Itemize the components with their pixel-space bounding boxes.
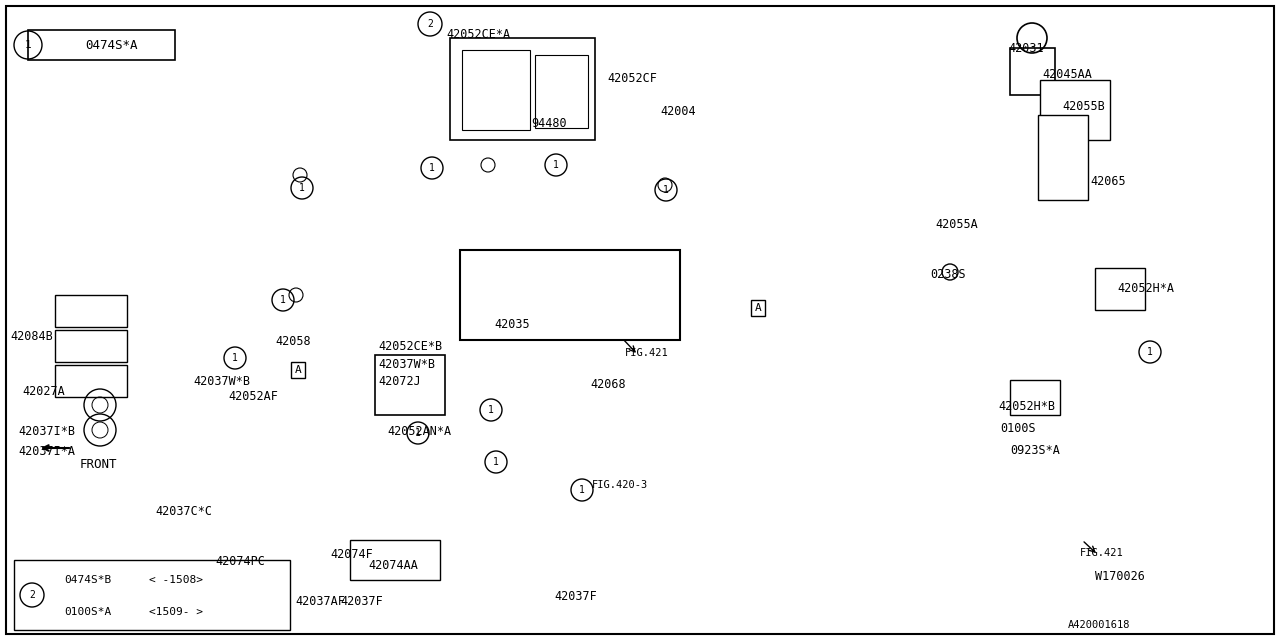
Text: A420001618: A420001618 [1068, 620, 1130, 630]
Text: 1: 1 [579, 485, 585, 495]
Text: 42037W*B: 42037W*B [378, 358, 435, 371]
Bar [375, 355, 445, 415]
Text: 1: 1 [280, 295, 285, 305]
Text: 42055B: 42055B [1062, 100, 1105, 113]
Text: 1: 1 [663, 185, 669, 195]
Text: 1: 1 [24, 40, 32, 50]
Text: W170026: W170026 [1094, 570, 1144, 583]
Text: FIG.420-3: FIG.420-3 [591, 480, 648, 490]
Text: 42031: 42031 [1009, 42, 1043, 55]
Text: 42037C*C: 42037C*C [155, 505, 212, 518]
Text: 0474S*B: 0474S*B [64, 575, 111, 585]
Text: 1: 1 [493, 457, 499, 467]
Bar [55, 295, 127, 327]
Text: 0100S*A: 0100S*A [64, 607, 111, 617]
Text: 1: 1 [300, 183, 305, 193]
Text: 0923S*A: 0923S*A [1010, 444, 1060, 457]
Text: 0238S: 0238S [931, 268, 965, 281]
Text: 0100S: 0100S [1000, 422, 1036, 435]
Text: 42037W*B: 42037W*B [193, 375, 250, 388]
Text: 42045AA: 42045AA [1042, 68, 1092, 81]
Text: 42037I*A: 42037I*A [18, 445, 76, 458]
Text: 94480: 94480 [531, 117, 567, 130]
Text: 2: 2 [428, 19, 433, 29]
Text: 1: 1 [415, 428, 421, 438]
Text: 42027A: 42027A [22, 385, 65, 398]
Text: 42037AF: 42037AF [294, 595, 344, 608]
Text: 42065: 42065 [1091, 175, 1125, 188]
Text: 42058: 42058 [275, 335, 311, 348]
Text: 1: 1 [1147, 347, 1153, 357]
Text: 1: 1 [429, 163, 435, 173]
Text: 42052H*A: 42052H*A [1117, 282, 1174, 295]
Bar [535, 55, 588, 128]
Bar [462, 50, 530, 130]
Bar [451, 38, 595, 140]
Bar [1010, 48, 1055, 95]
Bar [14, 560, 291, 630]
Bar [1039, 80, 1110, 140]
Text: 42052CE*B: 42052CE*B [378, 340, 442, 353]
Bar [28, 30, 175, 60]
Bar [1010, 380, 1060, 415]
Text: 42074AA: 42074AA [369, 559, 417, 572]
Text: 42072J: 42072J [378, 375, 421, 388]
Text: 42074F: 42074F [330, 548, 372, 561]
Text: FRONT: FRONT [79, 458, 118, 471]
Text: 42037I*B: 42037I*B [18, 425, 76, 438]
Bar [460, 250, 680, 340]
Text: 42068: 42068 [590, 378, 626, 391]
Text: 42037F: 42037F [554, 590, 596, 603]
Text: FIG.421: FIG.421 [1080, 548, 1124, 558]
Text: 42052CE*A: 42052CE*A [445, 28, 511, 41]
Text: 42004: 42004 [660, 105, 695, 118]
Bar [349, 540, 440, 580]
Bar [1038, 115, 1088, 200]
Text: < -1508>: < -1508> [148, 575, 204, 585]
Text: 1: 1 [553, 160, 559, 170]
Text: A: A [755, 303, 762, 313]
Text: 42052AF: 42052AF [228, 390, 278, 403]
Text: 1: 1 [232, 353, 238, 363]
Text: 42084B: 42084B [10, 330, 52, 343]
Text: 0474S*A: 0474S*A [86, 38, 138, 51]
Text: 42035: 42035 [494, 318, 530, 331]
Bar [55, 330, 127, 362]
Text: A: A [294, 365, 301, 375]
Text: <1509- >: <1509- > [148, 607, 204, 617]
Text: 1: 1 [488, 405, 494, 415]
Bar [55, 365, 127, 397]
Text: 2: 2 [29, 590, 35, 600]
Text: 42052H*B: 42052H*B [998, 400, 1055, 413]
Text: 42074PC: 42074PC [215, 555, 265, 568]
Text: 42055A: 42055A [934, 218, 978, 231]
Text: FIG.421: FIG.421 [625, 348, 668, 358]
Text: 42037F: 42037F [340, 595, 383, 608]
Text: 42052AN*A: 42052AN*A [387, 425, 451, 438]
Text: 42052CF: 42052CF [607, 72, 657, 85]
Bar [1094, 268, 1146, 310]
